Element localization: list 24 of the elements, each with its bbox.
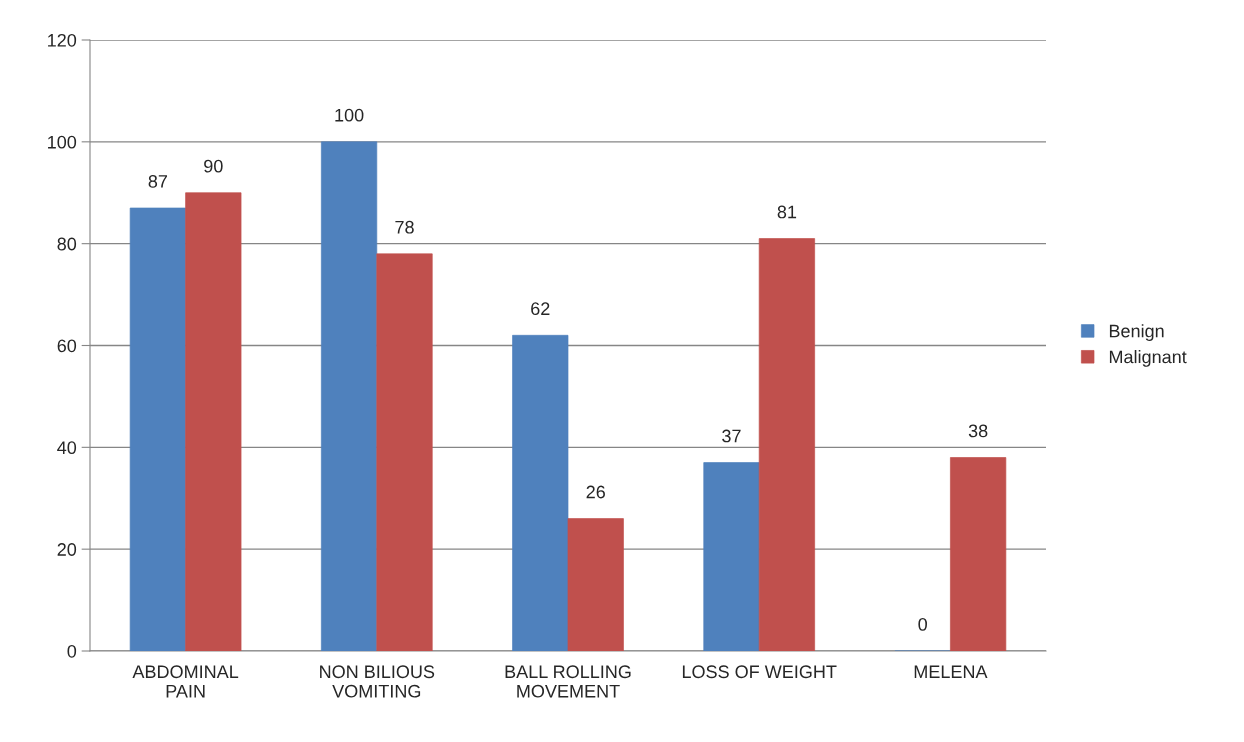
data-label: 62 (531, 302, 550, 316)
y-tick-label: 0 (67, 644, 77, 658)
y-tick-label: 60 (57, 339, 77, 353)
x-tick-label: LOSS OF WEIGHT (682, 665, 837, 679)
y-tick-label: 40 (57, 441, 77, 455)
y-tick-label: 100 (48, 135, 77, 149)
x-tick-label: BALL ROLLING MOVEMENT (505, 665, 631, 698)
data-label: 26 (586, 485, 605, 499)
legend-label: Benign (1109, 324, 1164, 341)
x-tick-label: NON BILIOUS VOMITING (320, 665, 435, 698)
data-label: 81 (777, 205, 797, 219)
data-label: 38 (968, 424, 988, 438)
data-label: 78 (395, 220, 414, 234)
data-label: 87 (148, 175, 168, 188)
data-label: 90 (204, 159, 223, 173)
y-tick-label: 80 (57, 237, 77, 251)
y-tick-label: 120 (48, 33, 77, 47)
x-tick-label: ABDOMINAL PAIN (132, 665, 239, 698)
data-label: 37 (722, 429, 741, 443)
data-label: 100 (335, 108, 364, 122)
x-tick-label: MELENA (914, 665, 988, 678)
y-tick-label: 20 (57, 543, 77, 556)
legend-label: Malignant (1109, 350, 1187, 367)
data-label: 0 (918, 617, 927, 631)
